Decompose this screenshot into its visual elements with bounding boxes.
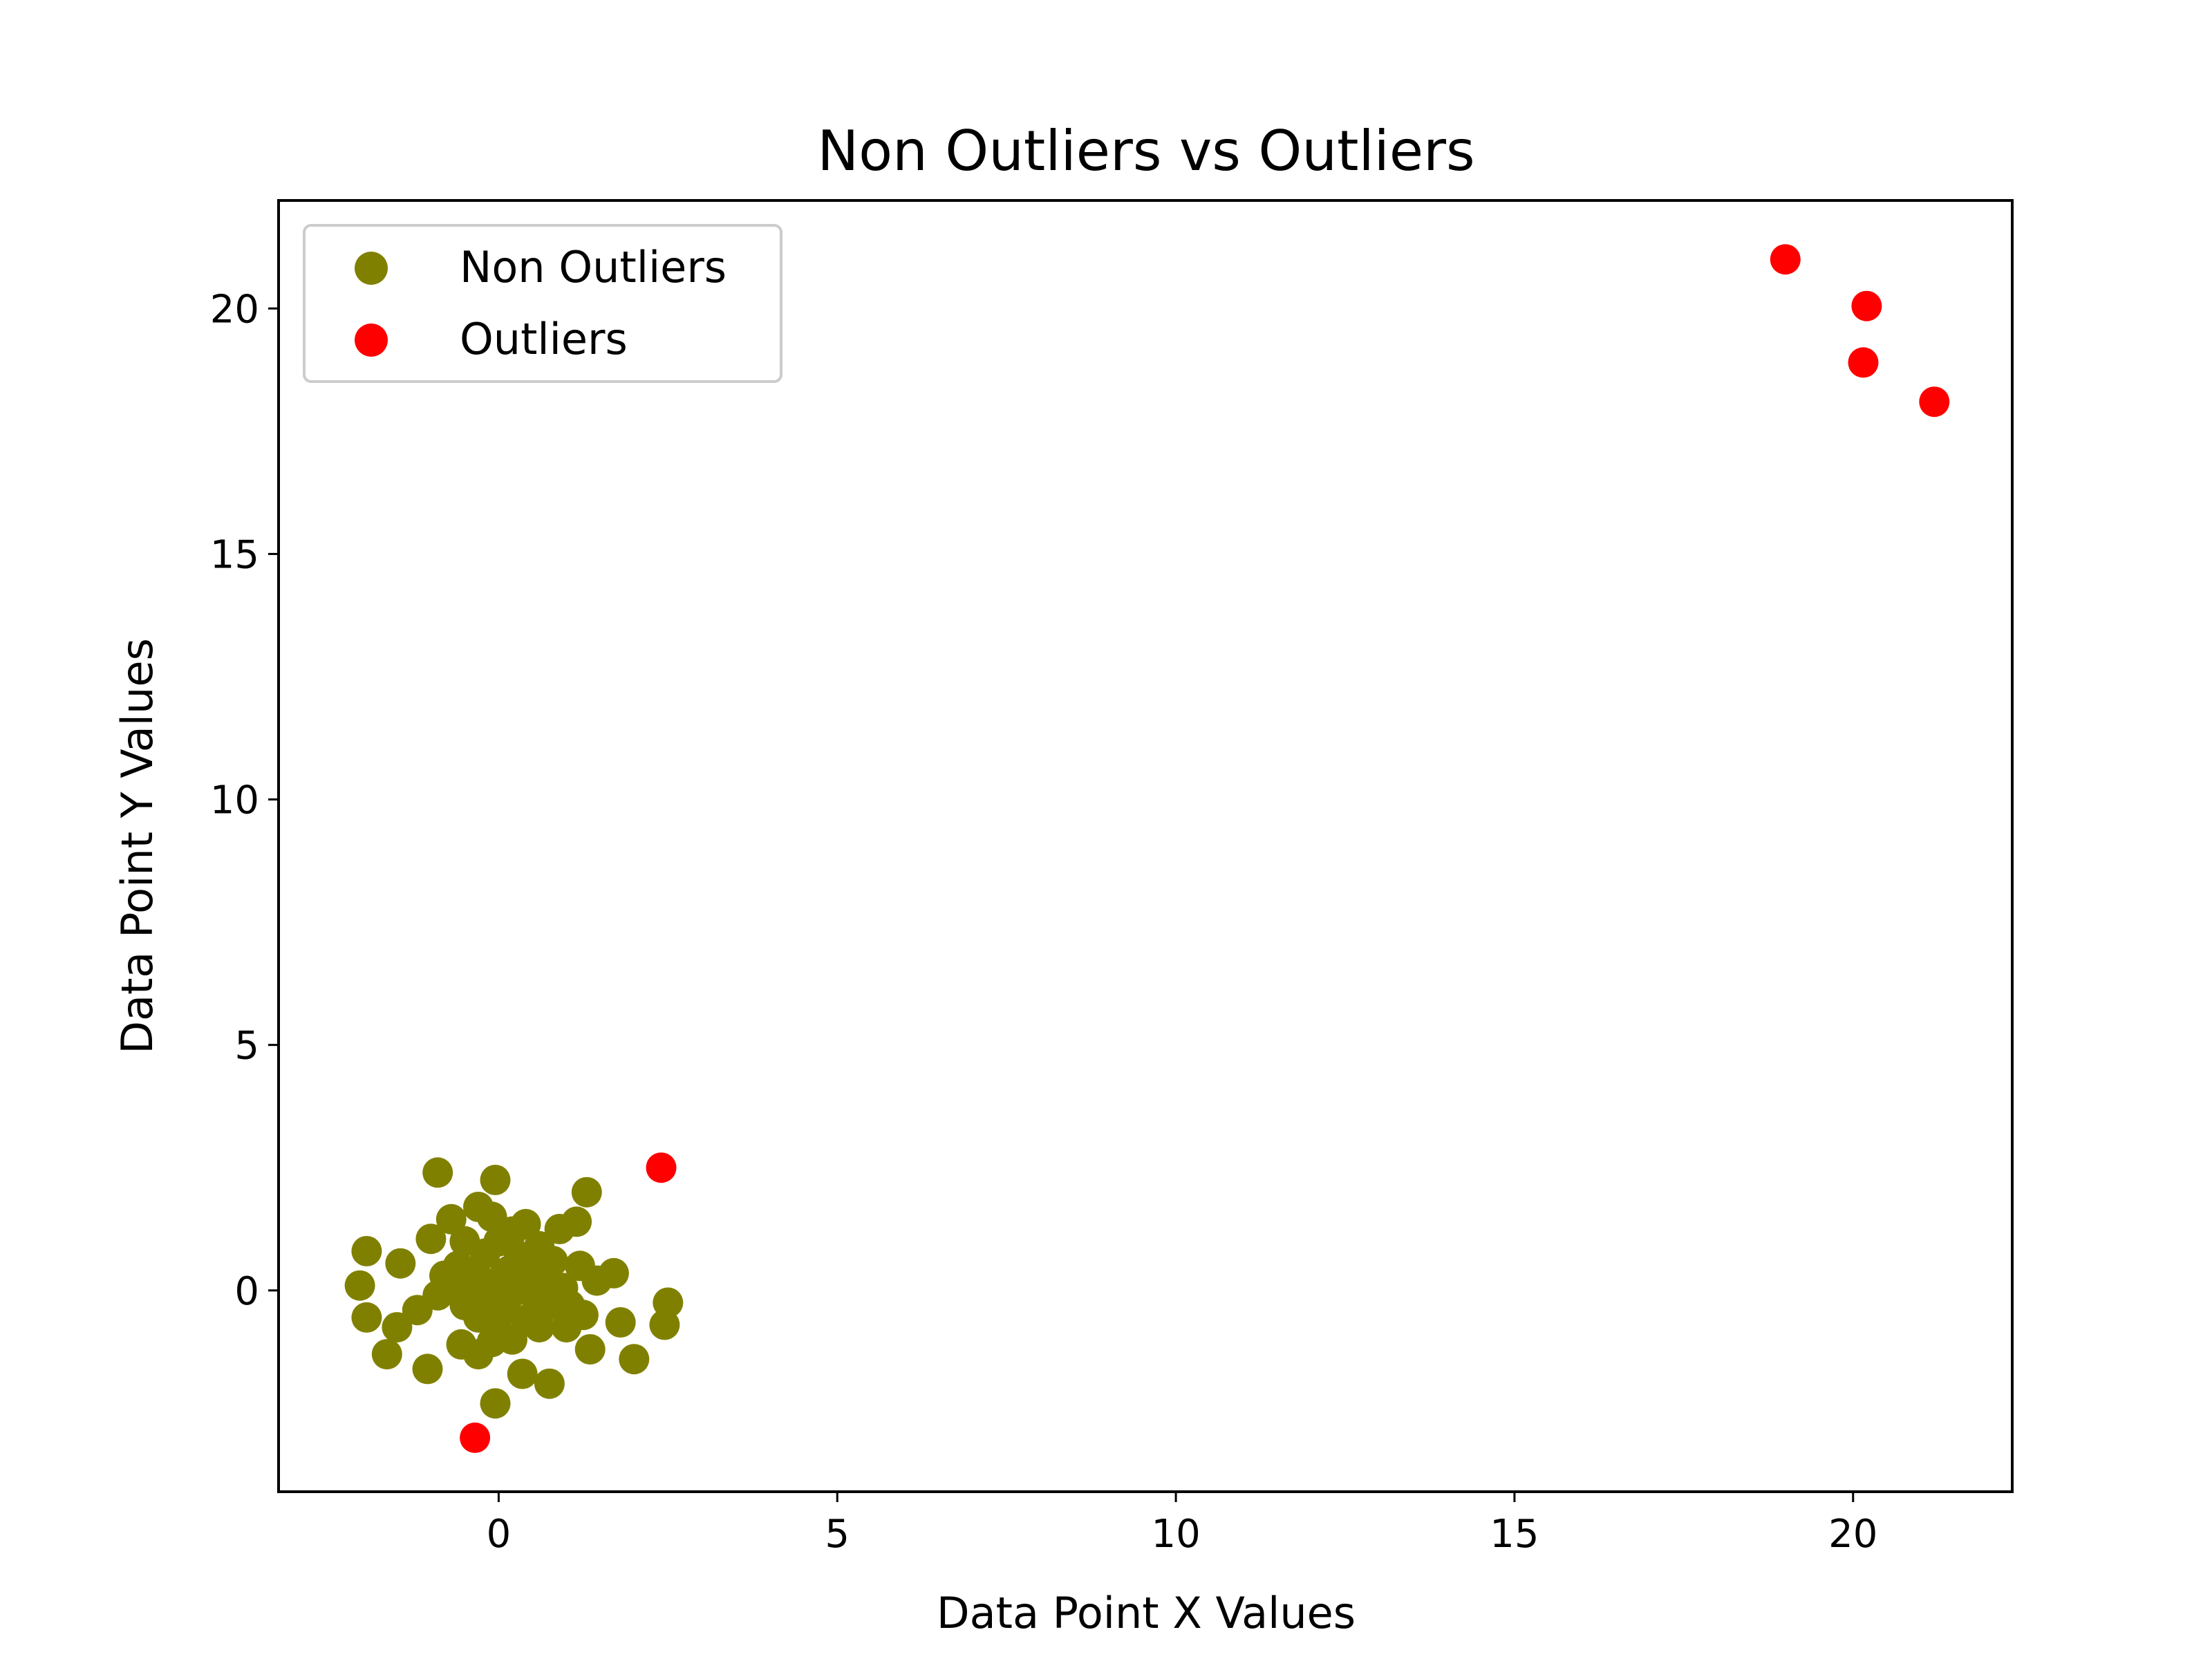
x-tick-label-0: 0 xyxy=(487,1512,512,1557)
non-outliers-point-18 xyxy=(385,1248,416,1279)
non-outliers-point-42 xyxy=(402,1295,433,1326)
non-outliers-point-62 xyxy=(507,1358,538,1389)
y-tick-label-15: 15 xyxy=(210,532,259,577)
non-outliers-point-29 xyxy=(344,1270,375,1301)
legend-box xyxy=(303,224,782,383)
non-outliers-point-58 xyxy=(476,1327,507,1358)
y-axis-ticks: 0 5 10 15 20 xyxy=(210,287,279,1314)
y-tick-label-10: 10 xyxy=(210,778,259,823)
non-outliers-point-59 xyxy=(574,1334,606,1365)
non-outliers-point-52 xyxy=(551,1312,582,1343)
non-outliers-point-56 xyxy=(371,1339,402,1370)
non-outliers-point-51 xyxy=(524,1312,555,1343)
legend-marker-non-outliers xyxy=(355,252,388,285)
non-outliers-point-45 xyxy=(351,1302,382,1333)
non-outliers-point-5 xyxy=(435,1203,467,1235)
legend-label-outliers: Outliers xyxy=(460,314,628,364)
non-outliers-point-10 xyxy=(415,1224,447,1255)
non-outliers-point-61 xyxy=(412,1353,443,1385)
outliers-point-1 xyxy=(1851,290,1882,321)
x-tick-label-15: 15 xyxy=(1490,1512,1539,1557)
legend: Non Outliers Outliers xyxy=(303,224,782,383)
non-outliers-point-50 xyxy=(382,1312,413,1343)
non-outliers-point-64 xyxy=(480,1388,511,1419)
outliers-point-5 xyxy=(460,1422,491,1453)
y-axis-label: Data Point Y Values xyxy=(112,638,162,1054)
outliers-point-3 xyxy=(1919,386,1950,418)
x-axis-ticks: 0 5 10 15 20 xyxy=(487,1492,1877,1557)
outliers-point-4 xyxy=(646,1152,677,1183)
legend-marker-outliers xyxy=(355,324,388,357)
non-outliers-point-9 xyxy=(544,1214,575,1244)
plot-area: 0 5 10 15 20 0 5 10 15 20 xyxy=(210,199,2014,1557)
non-outliers-point-2 xyxy=(571,1177,602,1208)
x-axis-label: Data Point X Values xyxy=(937,1588,1356,1638)
y-tick-label-20: 20 xyxy=(210,287,259,332)
y-tick-label-5: 5 xyxy=(234,1024,259,1069)
x-tick-label-5: 5 xyxy=(825,1512,850,1557)
outliers-point-0 xyxy=(1770,244,1801,275)
legend-label-non-outliers: Non Outliers xyxy=(460,242,727,292)
points-layer xyxy=(344,244,1950,1453)
chart-title: Non Outliers vs Outliers xyxy=(817,119,1474,183)
non-outliers-point-48 xyxy=(605,1307,636,1338)
non-outliers-point-60 xyxy=(619,1344,650,1375)
non-outliers-point-1 xyxy=(480,1165,511,1195)
non-outliers-point-14 xyxy=(351,1236,382,1266)
non-outliers-point-28 xyxy=(581,1265,612,1296)
non-outliers-point-0 xyxy=(422,1157,453,1188)
x-tick-label-20: 20 xyxy=(1828,1512,1877,1557)
axes-frame xyxy=(277,199,2014,1493)
y-tick-label-0: 0 xyxy=(234,1269,259,1314)
x-tick-label-10: 10 xyxy=(1151,1512,1200,1557)
outliers-point-2 xyxy=(1848,347,1879,378)
non-outliers-point-49 xyxy=(649,1309,680,1340)
non-outliers-point-63 xyxy=(534,1368,565,1399)
